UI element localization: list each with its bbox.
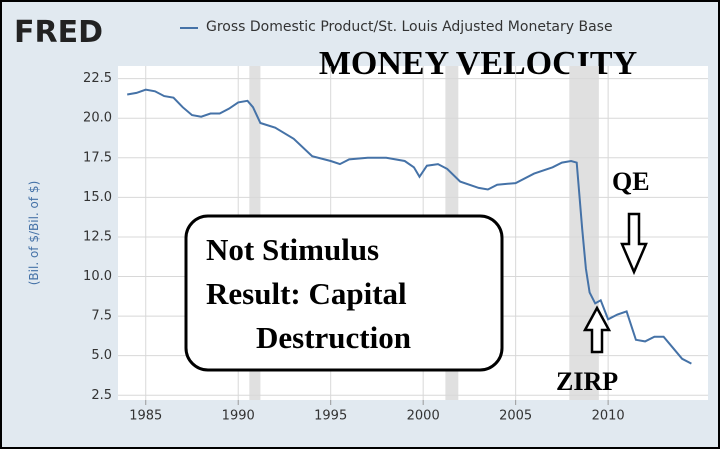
note-line: Result: Capital bbox=[206, 276, 407, 311]
annotation: ZIRP bbox=[556, 367, 618, 396]
series-line bbox=[127, 88, 692, 365]
x-tick-label: 2010 bbox=[592, 409, 625, 424]
legend: Gross Domestic Product/St. Louis Adjuste… bbox=[180, 18, 720, 37]
y-tick-label: 10.0 bbox=[83, 269, 112, 284]
x-tick-label: 2000 bbox=[407, 409, 440, 424]
arrow-down bbox=[620, 212, 648, 276]
y-tick-label: 15.0 bbox=[83, 190, 112, 205]
y-axis-label: (Bil. of $/Bil. of $) bbox=[27, 181, 41, 286]
legend-label: Gross Domestic Product/St. Louis Adjuste… bbox=[206, 19, 613, 35]
y-tick-label: 22.5 bbox=[83, 71, 112, 86]
x-tick-label: 1990 bbox=[222, 409, 255, 424]
legend-swatch bbox=[180, 27, 198, 29]
x-tick-label: 1995 bbox=[314, 409, 347, 424]
note-line: Not Stimulus bbox=[206, 232, 379, 267]
y-tick-label: 12.5 bbox=[83, 229, 112, 244]
logo: FRED bbox=[14, 15, 103, 50]
y-tick-label: 17.5 bbox=[83, 150, 112, 165]
note-box bbox=[184, 214, 504, 372]
y-tick-label: 2.5 bbox=[91, 388, 112, 403]
arrow-up bbox=[582, 305, 612, 354]
y-tick-label: 5.0 bbox=[91, 348, 112, 363]
y-tick-label: 20.0 bbox=[83, 111, 112, 126]
note-line: Destruction bbox=[256, 320, 411, 355]
y-tick-label: 7.5 bbox=[91, 309, 112, 324]
x-tick-label: 2005 bbox=[499, 409, 532, 424]
annotation: QE bbox=[612, 167, 650, 196]
x-tick-label: 1985 bbox=[129, 409, 162, 424]
